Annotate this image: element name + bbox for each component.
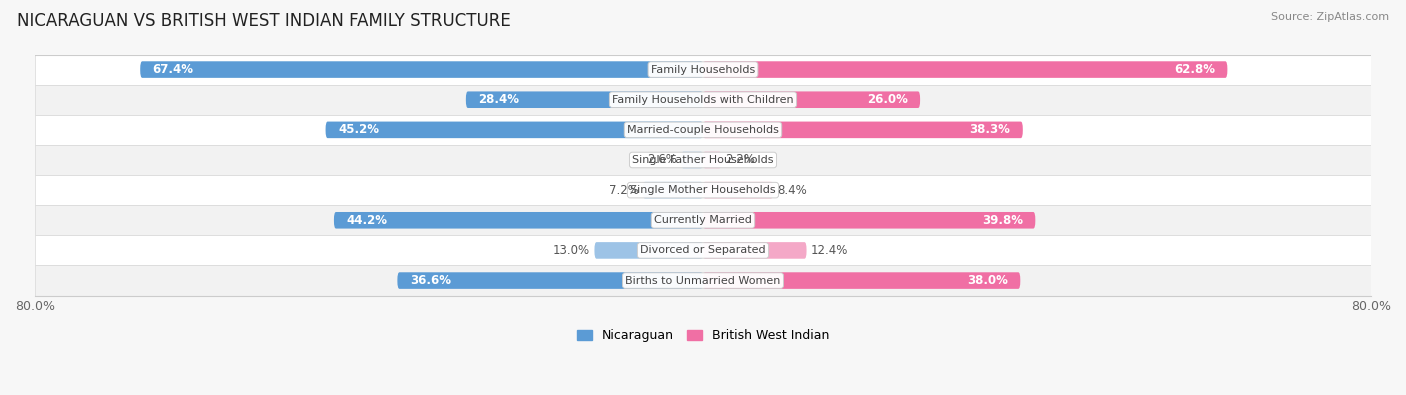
Text: 38.0%: 38.0% [967, 274, 1008, 287]
FancyBboxPatch shape [335, 212, 703, 229]
Bar [35, 175, 1371, 205]
Text: 13.0%: 13.0% [553, 244, 591, 257]
Text: 26.0%: 26.0% [866, 93, 908, 106]
Text: 2.2%: 2.2% [725, 154, 755, 167]
Text: Currently Married: Currently Married [654, 215, 752, 225]
FancyBboxPatch shape [398, 272, 703, 289]
Text: 2.6%: 2.6% [647, 154, 678, 167]
FancyBboxPatch shape [703, 272, 1021, 289]
Text: 67.4%: 67.4% [153, 63, 194, 76]
FancyBboxPatch shape [703, 212, 1035, 229]
Bar [35, 205, 1371, 235]
FancyBboxPatch shape [643, 182, 703, 198]
Legend: Nicaraguan, British West Indian: Nicaraguan, British West Indian [576, 329, 830, 342]
Bar [35, 115, 1371, 145]
FancyBboxPatch shape [465, 91, 703, 108]
Text: 62.8%: 62.8% [1174, 63, 1215, 76]
Bar [35, 265, 1371, 295]
Text: 38.3%: 38.3% [969, 123, 1011, 136]
FancyBboxPatch shape [141, 61, 703, 78]
Text: 44.2%: 44.2% [346, 214, 388, 227]
FancyBboxPatch shape [682, 152, 703, 168]
Text: Family Households: Family Households [651, 64, 755, 75]
Bar [35, 85, 1371, 115]
Text: Family Households with Children: Family Households with Children [612, 95, 794, 105]
Text: Divorced or Separated: Divorced or Separated [640, 245, 766, 256]
Text: 45.2%: 45.2% [337, 123, 380, 136]
FancyBboxPatch shape [703, 122, 1022, 138]
Text: Single Father Households: Single Father Households [633, 155, 773, 165]
Text: 7.2%: 7.2% [609, 184, 638, 197]
FancyBboxPatch shape [703, 91, 920, 108]
Bar [35, 235, 1371, 265]
FancyBboxPatch shape [326, 122, 703, 138]
FancyBboxPatch shape [703, 242, 807, 259]
Text: 8.4%: 8.4% [778, 184, 807, 197]
FancyBboxPatch shape [703, 152, 721, 168]
Bar [35, 55, 1371, 85]
FancyBboxPatch shape [595, 242, 703, 259]
Text: Births to Unmarried Women: Births to Unmarried Women [626, 276, 780, 286]
Text: 36.6%: 36.6% [411, 274, 451, 287]
FancyBboxPatch shape [703, 61, 1227, 78]
Text: Single Mother Households: Single Mother Households [630, 185, 776, 195]
Text: NICARAGUAN VS BRITISH WEST INDIAN FAMILY STRUCTURE: NICARAGUAN VS BRITISH WEST INDIAN FAMILY… [17, 12, 510, 30]
Text: Married-couple Households: Married-couple Households [627, 125, 779, 135]
Text: 28.4%: 28.4% [478, 93, 519, 106]
Bar [35, 145, 1371, 175]
Text: Source: ZipAtlas.com: Source: ZipAtlas.com [1271, 12, 1389, 22]
FancyBboxPatch shape [703, 182, 773, 198]
Text: 39.8%: 39.8% [981, 214, 1022, 227]
Text: 12.4%: 12.4% [811, 244, 848, 257]
